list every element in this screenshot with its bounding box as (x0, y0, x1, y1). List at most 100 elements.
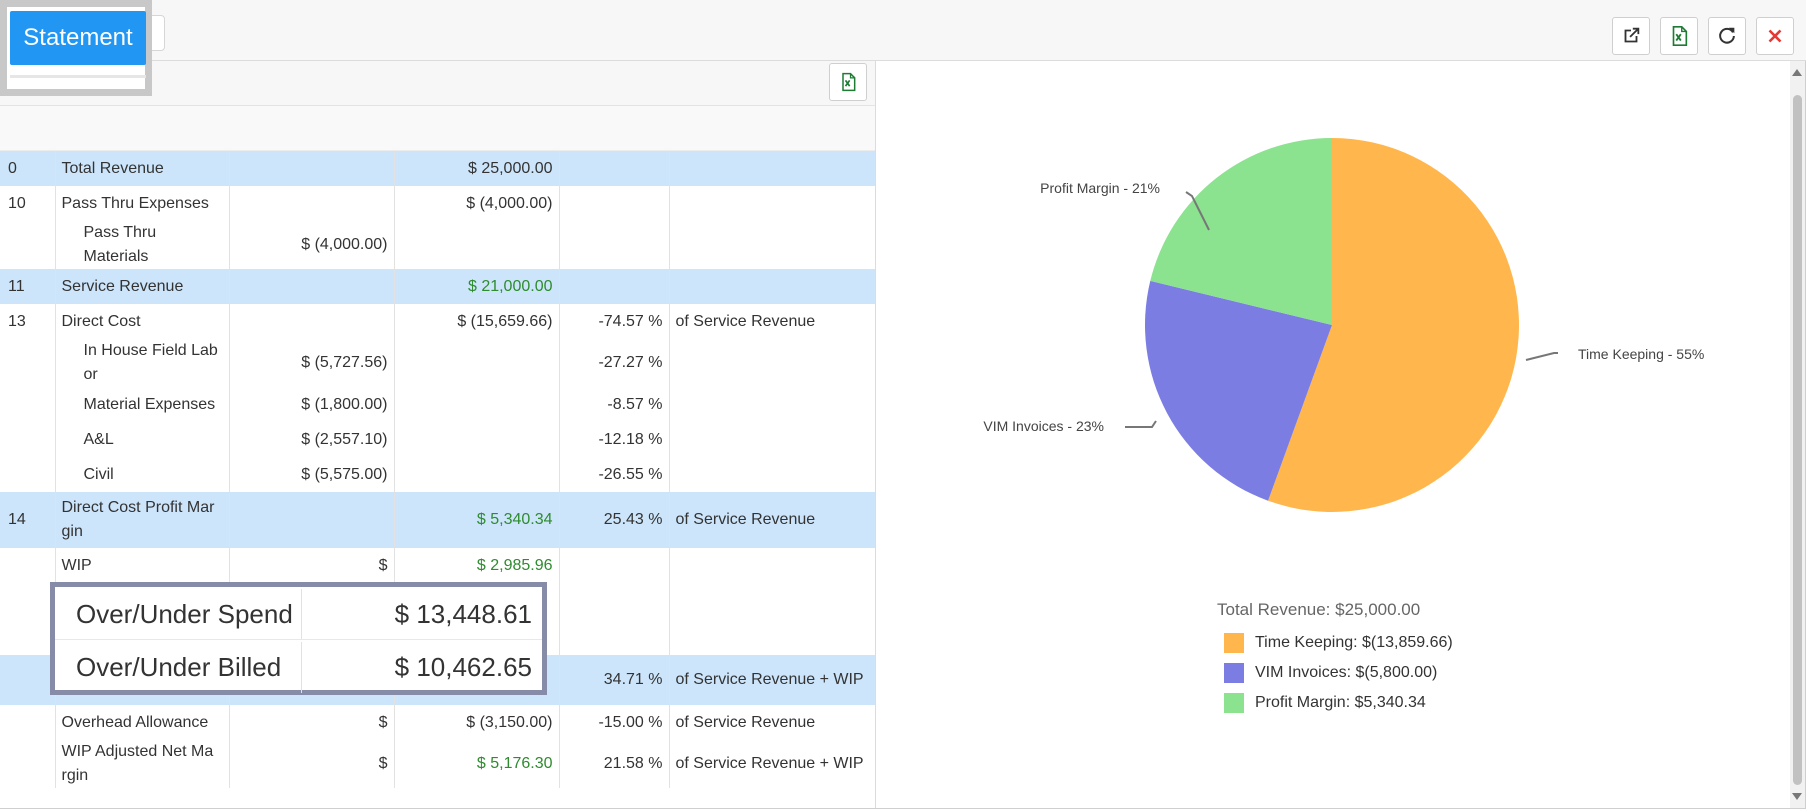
table-row: WIP Adjusted Net Ma rgin $ $ 5,176.30 21.58… (0, 740, 875, 788)
row-amount (394, 457, 560, 492)
row-code: 0 (0, 151, 56, 186)
row-note (669, 387, 875, 422)
row-label: WIP (55, 548, 230, 583)
row-label: Direct Cost (55, 304, 230, 339)
scroll-up-arrow-icon[interactable] (1792, 69, 1802, 76)
over-under-popup: Over/Under Spend $ 13,448.61 Over/Under … (50, 582, 547, 695)
row-code (0, 387, 56, 422)
over-under-spend-row: Over/Under Spend $ 13,448.61 (55, 589, 542, 640)
close-icon (1768, 29, 1782, 43)
row-amount: $ 5,340.34 (394, 492, 560, 548)
row-label: Total Revenue (55, 151, 230, 186)
legend-total: Total Revenue: $25,000.00 (1217, 600, 1421, 619)
pie-label-connector (1185, 191, 1210, 231)
row-code (0, 740, 56, 788)
pie-slice-time-keeping[interactable] (1268, 138, 1519, 512)
row-subtotal: $ (5,575.00) (229, 457, 395, 492)
row-subtotal: $ (1,800.00) (229, 387, 395, 422)
table-row: 13 Direct Cost $ (15,659.66) -74.57 % of Ser… (0, 304, 875, 339)
row-label: Pass Thru Materials (55, 221, 230, 269)
row-code (0, 457, 56, 492)
pie-slice-profit-margin[interactable] (1150, 138, 1332, 325)
row-note: of Service Revenue (669, 304, 875, 339)
row-note (669, 583, 875, 655)
statement-panel: 0 Total Revenue $ 25,000.00 10 Pass Thru Exp… (0, 61, 876, 808)
row-amount (394, 387, 560, 422)
over-under-billed-row: Over/Under Billed $ 10,462.65 (55, 642, 542, 693)
vertical-scrollbar[interactable] (1790, 61, 1805, 808)
row-percent: -74.57 % (559, 304, 670, 339)
pie-label-time-keeping: Time Keeping - 55% (1578, 346, 1704, 362)
excel-icon (1672, 26, 1688, 46)
row-percent: 34.71 % (559, 655, 670, 705)
row-code: 11 (0, 269, 56, 304)
row-code (0, 422, 56, 457)
pie-label-profit-margin: Profit Margin - 21% (1040, 180, 1160, 196)
row-code (0, 655, 56, 705)
row-percent: -15.00 % (559, 705, 670, 740)
legend-label-time-keeping: Time Keeping: $(13,859.66) (1255, 634, 1453, 651)
row-subtotal: $ (4,000.00) (229, 221, 395, 269)
legend-item-time-keeping[interactable]: Time Keeping: $(13,859.66) (1217, 628, 1453, 658)
table-row: 11 Service Revenue $ 21,000.00 (0, 269, 875, 304)
legend-label-profit-margin: Profit Margin: $5,340.34 (1255, 694, 1426, 711)
row-amount: $ 2,985.96 (394, 548, 560, 583)
row-note (669, 422, 875, 457)
scroll-down-arrow-icon[interactable] (1792, 793, 1802, 800)
row-percent (559, 151, 670, 186)
row-amount (394, 422, 560, 457)
scroll-thumb[interactable] (1793, 95, 1802, 785)
row-subtotal: $ (229, 548, 395, 583)
row-percent: -27.27 % (559, 339, 670, 387)
row-note: of Service Revenue + WIP (669, 655, 875, 705)
refresh-button[interactable] (1708, 17, 1746, 55)
row-note (669, 457, 875, 492)
chart-legend: Total Revenue: $25,000.00 Time Keeping: … (1217, 600, 1453, 718)
row-amount: $ (4,000.00) (394, 186, 560, 221)
row-percent (559, 186, 670, 221)
over-under-billed-value: $ 10,462.65 (394, 652, 532, 682)
statement-column-header (0, 106, 875, 151)
row-percent: -8.57 % (559, 387, 670, 422)
row-label: A&L (55, 422, 230, 457)
row-amount: $ (3,150.00) (394, 705, 560, 740)
table-row: 0 Total Revenue $ 25,000.00 (0, 151, 875, 186)
table-row: 14 Direct Cost Profit Mar gin $ 5,340.34 25… (0, 492, 875, 548)
row-percent: 25.43 % (559, 492, 670, 548)
pie-slice-vim-invoices[interactable] (1145, 280, 1332, 501)
table-row: Overhead Allowance $ $ (3,150.00) -15.00 % o… (0, 705, 875, 740)
row-label: WIP Adjusted Net Ma rgin (55, 740, 230, 788)
row-subtotal: $ (229, 740, 395, 788)
row-label: Overhead Allowance (55, 705, 230, 740)
row-subtotal (229, 151, 395, 186)
legend-swatch-time-keeping (1224, 633, 1244, 653)
row-subtotal (229, 269, 395, 304)
legend-item-vim-invoices[interactable]: VIM Invoices: $(5,800.00) (1217, 658, 1453, 688)
table-row: 10 Pass Thru Expenses $ (4,000.00) (0, 186, 875, 221)
row-subtotal (229, 304, 395, 339)
row-code (0, 339, 56, 387)
tab-statement[interactable]: Statement (10, 11, 146, 65)
export-excel-button[interactable] (1660, 17, 1698, 55)
over-under-spend-label: Over/Under Spend (55, 589, 302, 639)
table-row: In House Field Lab or $ (5,727.56) -27.27 … (0, 339, 875, 387)
row-note (669, 339, 875, 387)
export-table-excel-button[interactable] (829, 63, 867, 101)
row-code: 10 (0, 186, 56, 221)
legend-item-profit-margin[interactable]: Profit Margin: $5,340.34 (1217, 688, 1453, 718)
row-amount (394, 339, 560, 387)
table-row: Material Expenses $ (1,800.00) -8.57 % (0, 387, 875, 422)
row-percent (559, 269, 670, 304)
row-code: 14 (0, 492, 56, 548)
toolbar: s (0, 0, 1806, 61)
open-external-button[interactable] (1612, 17, 1650, 55)
legend-swatch-vim-invoices (1224, 663, 1244, 683)
row-note (669, 151, 875, 186)
row-note (669, 221, 875, 269)
over-under-billed-label: Over/Under Billed (55, 642, 302, 693)
close-button[interactable] (1756, 17, 1794, 55)
row-subtotal (229, 492, 395, 548)
row-percent: -26.55 % (559, 457, 670, 492)
row-label: In House Field Lab or (55, 339, 230, 387)
row-percent (559, 548, 670, 583)
